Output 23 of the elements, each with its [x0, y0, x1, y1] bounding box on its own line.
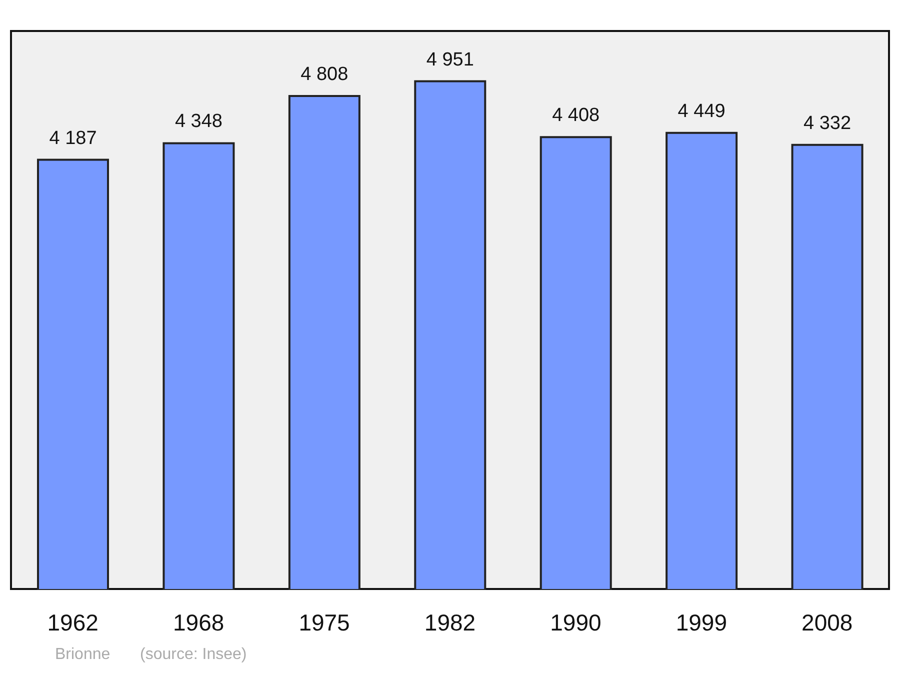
bar	[666, 132, 738, 590]
data-label: 4 332	[804, 112, 852, 134]
bar	[540, 136, 612, 590]
bar	[414, 80, 486, 590]
text: Brionne	[55, 646, 110, 664]
bar	[791, 144, 864, 590]
data-label: 4 808	[300, 64, 348, 85]
x-tick-label: 1999	[676, 609, 728, 636]
x-tick-label: 1990	[550, 609, 602, 636]
text: (source: Insee)	[140, 646, 247, 664]
bar	[288, 94, 360, 590]
data-label: 4 187	[49, 128, 97, 149]
x-tick-label: 1982	[424, 609, 476, 636]
bar	[162, 142, 235, 590]
x-tick-label: 1962	[47, 609, 98, 636]
data-label: 4 348	[174, 111, 222, 132]
data-label: 4 951	[426, 49, 474, 70]
data-label: 4 449	[678, 100, 726, 122]
bar	[37, 158, 109, 590]
x-tick-label: 1975	[298, 609, 350, 636]
data-label: 4 408	[552, 105, 600, 126]
x-tick-label: 2008	[802, 609, 853, 636]
x-tick-label: 1968	[172, 609, 224, 636]
